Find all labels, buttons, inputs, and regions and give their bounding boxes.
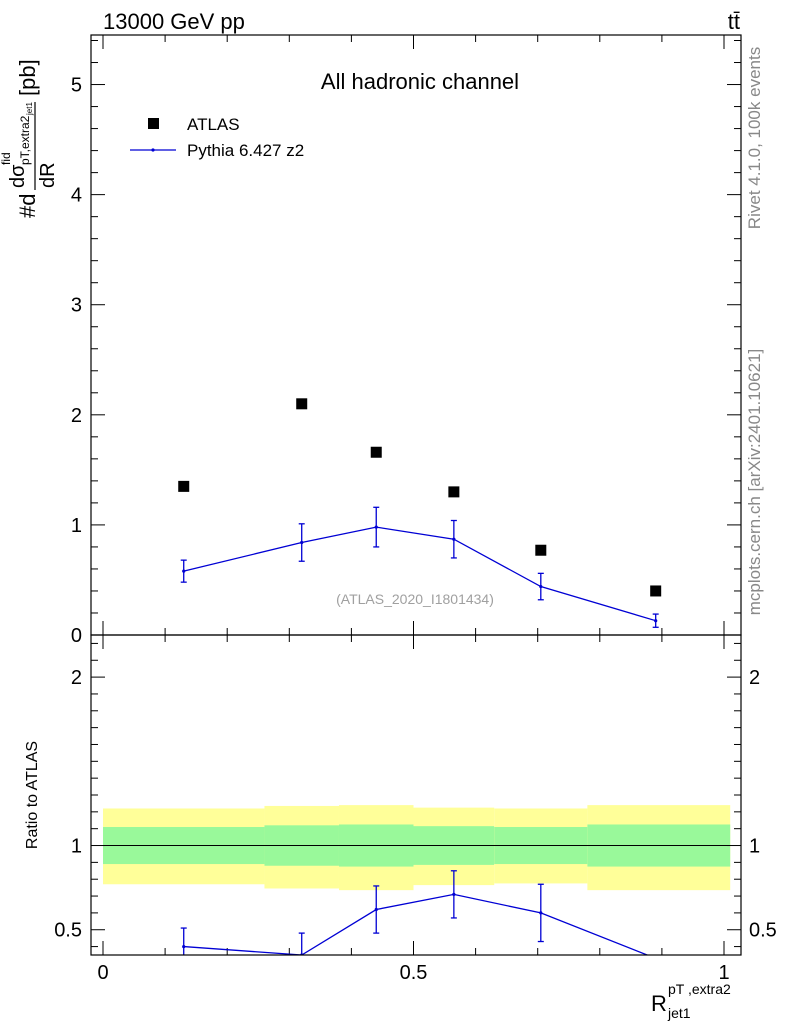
main-ylabel: #d dσ fid pT,extra2 jet1 dR [pb] [0, 59, 59, 218]
atlas-point [370, 446, 382, 458]
pythia-point [300, 540, 304, 545]
ylabel-unit: [pb] [15, 59, 40, 96]
ratio-ytick-label-right: 1 [749, 836, 760, 858]
xlabel-sup: pT ,extra2 [668, 981, 731, 997]
ratio-ytick-label: 2 [71, 667, 82, 689]
legend-atlas-label: ATLAS [187, 115, 240, 134]
pythia-point [654, 619, 658, 623]
ylabel-num-sup: fid [0, 152, 13, 165]
main-ytick-label: 5 [71, 75, 82, 97]
ratio-frame [90, 634, 742, 956]
pythia-point [374, 525, 378, 529]
main-ytick-label: 3 [71, 295, 82, 317]
ratio-pythia-line [183, 893, 649, 955]
atlas-point [178, 480, 190, 492]
main-ytick-label: 0 [71, 625, 82, 647]
ylabel-denominator: dR [37, 162, 59, 188]
mcplots-label: mcplots.cern.ch [arXiv:2401.10621] [745, 349, 764, 615]
ratio-ytick-label-right: 0.5 [749, 920, 777, 942]
ylabel-num-subsub: jet1 [25, 102, 34, 116]
ratio-pythia-point [374, 907, 378, 912]
ratio-xtick-label: 0 [97, 962, 108, 984]
xlabel-base: R [651, 991, 667, 1016]
main-ytick-label: 2 [71, 405, 82, 427]
ylabel-prefix: #d [15, 194, 40, 218]
main-panel: 0 1 2 3 4 5 All hadronic channel (ATLAS_2020_… [0, 34, 742, 647]
ratio-panel: 0.5 0.5 1 1 2 2 0 0.5 1 Ratio to ATLAS R pT ,ext… [24, 634, 777, 1021]
ratio-xtick-label: 1 [718, 962, 729, 984]
rivet-label: Rivet 4.1.0, 100k events [745, 47, 764, 229]
ratio-ylabel: Ratio to ATLAS [24, 741, 41, 849]
process-label: tt̄ [728, 9, 740, 34]
main-ytick-label: 4 [71, 185, 82, 207]
atlas-point [535, 544, 547, 556]
ratio-ytick-label: 0.5 [54, 920, 82, 942]
ylabel-numerator: dσ [7, 164, 29, 188]
pythia-point [182, 569, 186, 573]
ratio-xlabel: R pT ,extra2 jet1 [651, 981, 731, 1021]
pythia-point [452, 537, 456, 541]
pythia-point [539, 584, 543, 589]
ratio-xtick-label: 0.5 [400, 962, 428, 984]
ratio-pythia-point [539, 911, 543, 915]
legend-atlas-marker [148, 118, 159, 129]
main-title: All hadronic channel [321, 69, 519, 94]
pythia-line [183, 526, 656, 622]
energy-label: 13000 GeV pp [103, 9, 245, 34]
ylabel-num-sub: pT,extra2 [18, 115, 32, 165]
atlas-point [448, 486, 460, 498]
legend-pythia-dot [151, 148, 155, 152]
ratio-pythia-point [182, 944, 186, 949]
analysis-watermark: (ATLAS_2020_I1801434) [336, 591, 494, 607]
atlas-point [650, 585, 662, 597]
ratio-ytick-label: 1 [71, 836, 82, 858]
xlabel-sub: jet1 [667, 1005, 691, 1021]
legend: ATLAS Pythia 6.427 z2 [130, 115, 304, 160]
atlas-point [296, 398, 308, 410]
ratio-ytick-label-right: 2 [749, 667, 760, 689]
ratio-pythia-point [452, 892, 456, 896]
legend-pythia-label: Pythia 6.427 z2 [187, 141, 304, 160]
main-ytick-label: 1 [71, 515, 82, 537]
